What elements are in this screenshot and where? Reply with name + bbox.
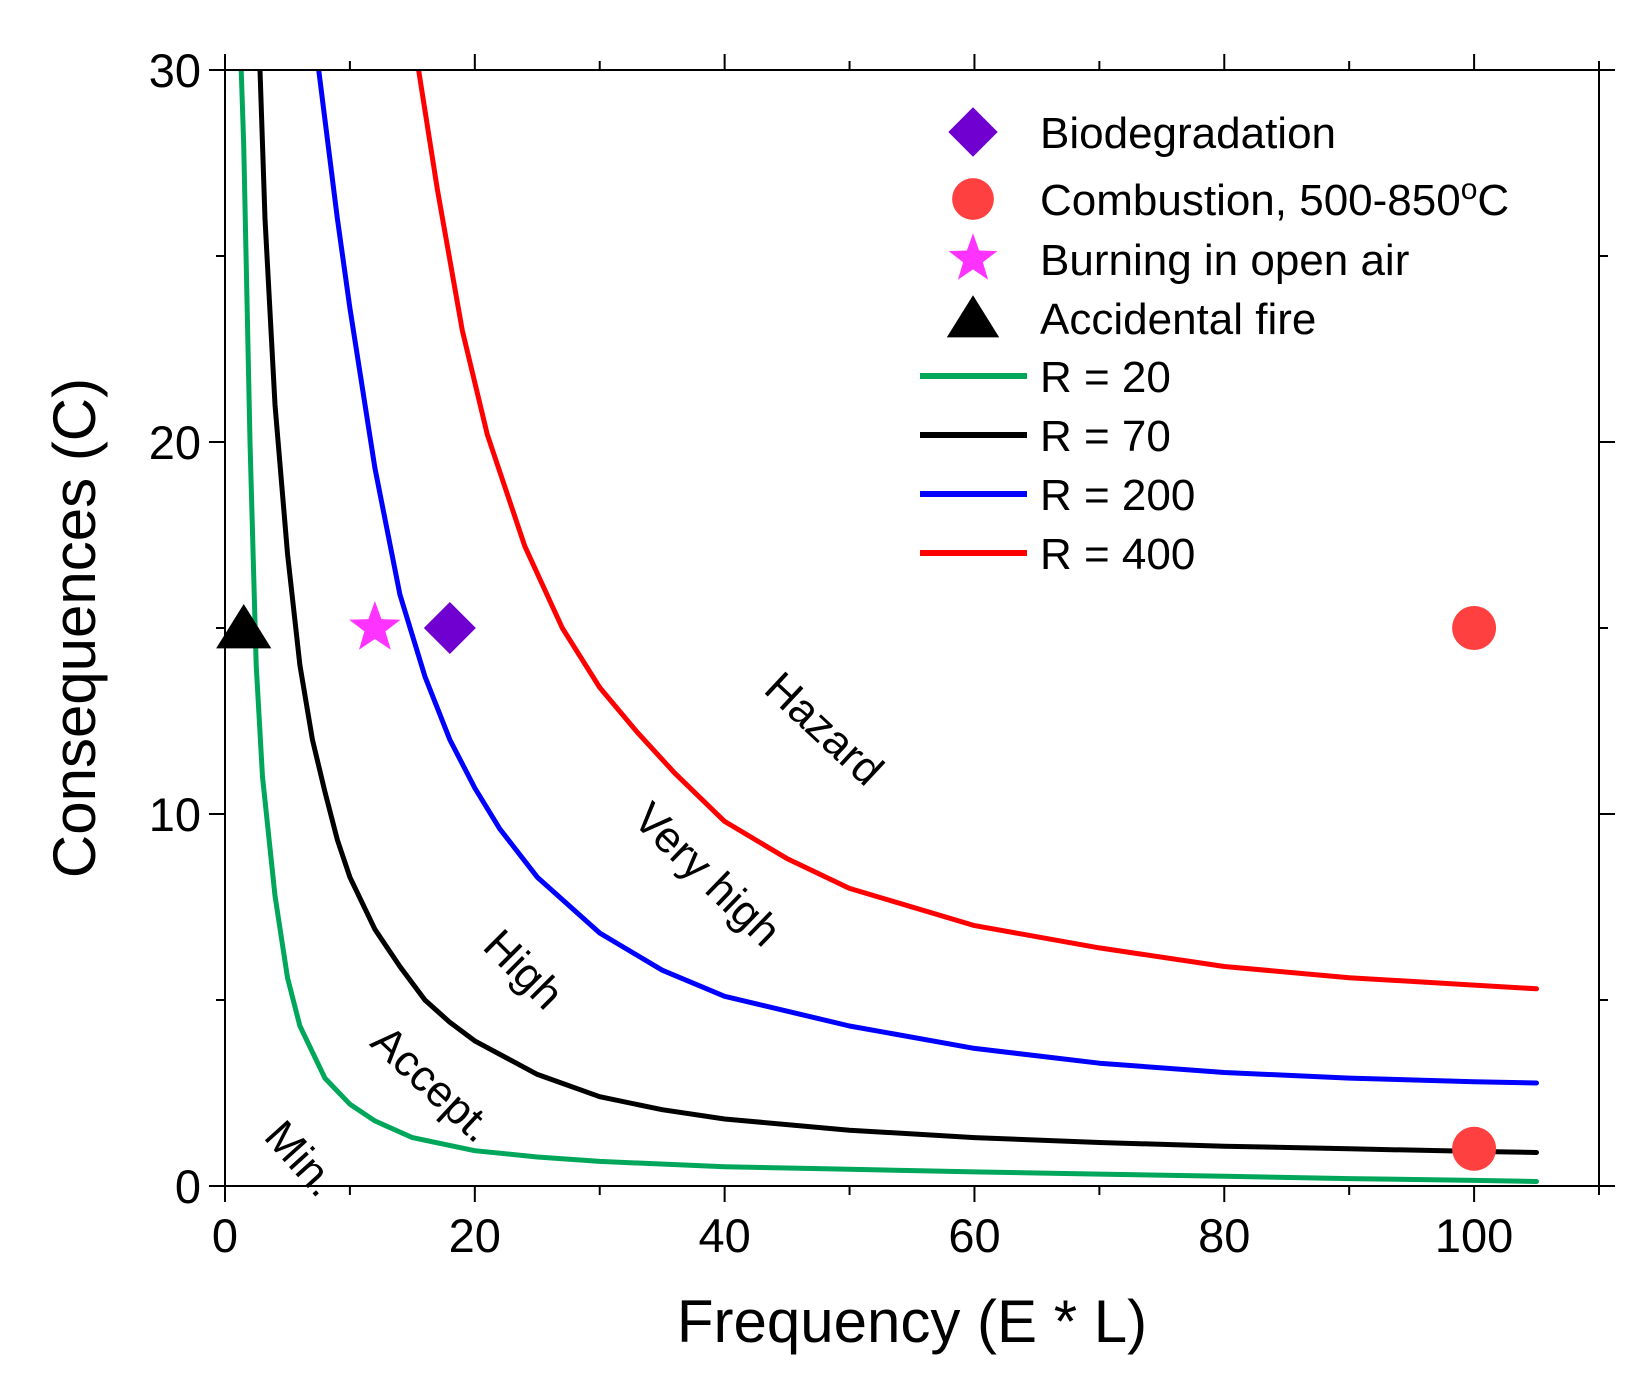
region-label: Accept. bbox=[362, 1016, 503, 1152]
curve-20 bbox=[238, 70, 1539, 1184]
legend: Biodegradation Combustion, 500-850oC Burni… bbox=[920, 107, 1509, 579]
y-tick-label: 30 bbox=[149, 44, 201, 97]
curve-200 bbox=[316, 70, 1539, 1086]
y-tick-label: 20 bbox=[149, 416, 201, 469]
legend-marker-star bbox=[948, 233, 998, 280]
region-label: Min. bbox=[255, 1112, 347, 1207]
curve-400 bbox=[416, 70, 1539, 992]
x-axis-title: Frequency (E * L) bbox=[677, 1288, 1147, 1355]
region-label: Hazard bbox=[755, 663, 892, 796]
point-triangle bbox=[216, 604, 272, 649]
legend-marker-diamond bbox=[948, 107, 998, 157]
y-tick-label: 10 bbox=[149, 788, 201, 841]
legend-marker-triangle bbox=[946, 295, 1000, 338]
region-label: High bbox=[474, 920, 573, 1019]
x-tick-label: 80 bbox=[1198, 1209, 1250, 1262]
y-tick-label: 0 bbox=[175, 1160, 201, 1213]
region-label: Very high bbox=[624, 793, 790, 956]
curve-70 bbox=[257, 70, 1539, 1155]
x-tick-label: 40 bbox=[698, 1209, 750, 1262]
legend-label: Burning in open air bbox=[1040, 236, 1409, 285]
x-tick-label: 20 bbox=[449, 1209, 501, 1262]
point-circle bbox=[1452, 1126, 1497, 1171]
legend-label: Accidental fire bbox=[1040, 295, 1316, 344]
legend-label: Biodegradation bbox=[1040, 109, 1336, 158]
point-diamond bbox=[423, 602, 476, 654]
legend-label: R = 20 bbox=[1040, 353, 1171, 402]
legend-label: Combustion, 500-850oC bbox=[1040, 173, 1509, 225]
x-tick-label: 100 bbox=[1435, 1209, 1513, 1262]
legend-marker-circle bbox=[952, 178, 994, 220]
legend-label: R = 200 bbox=[1040, 471, 1195, 520]
x-tick-label: 0 bbox=[212, 1209, 238, 1262]
point-circle bbox=[1452, 606, 1497, 650]
x-tick-label: 60 bbox=[948, 1209, 1000, 1262]
legend-label: R = 400 bbox=[1040, 530, 1195, 579]
y-axis-title: Consequences (C) bbox=[41, 378, 108, 878]
legend-label: R = 70 bbox=[1040, 412, 1171, 461]
point-star bbox=[349, 601, 401, 650]
